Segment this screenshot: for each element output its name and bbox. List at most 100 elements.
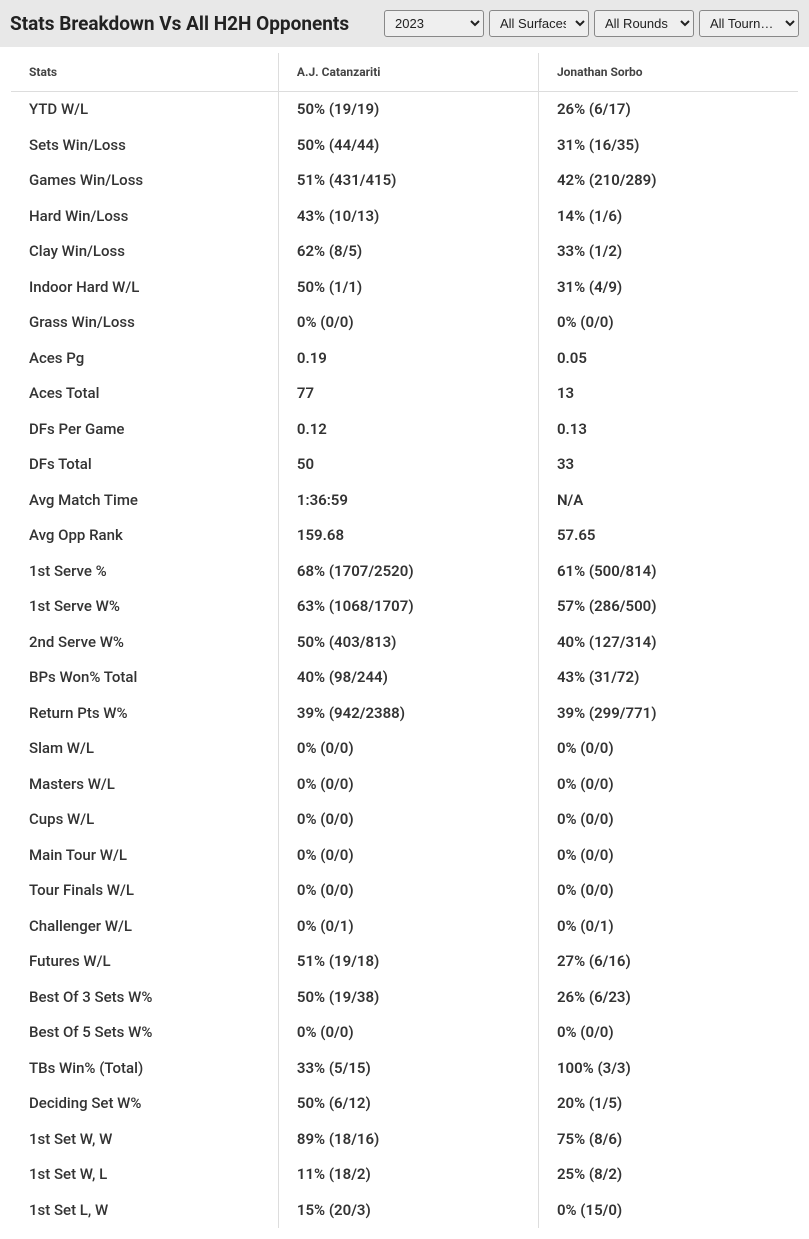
- stat-value-cell: 0% (0/0): [278, 838, 538, 874]
- stat-value-cell: 11% (18/2): [278, 1157, 538, 1193]
- table-row: TBs Win% (Total)33% (5/15)100% (3/3): [11, 1051, 799, 1087]
- stats-table: Stats A.J. Catanzariti Jonathan Sorbo YT…: [10, 52, 799, 1229]
- stat-value-cell: 57.65: [538, 518, 798, 554]
- stat-label-cell: YTD W/L: [11, 92, 279, 128]
- table-row: Cups W/L0% (0/0)0% (0/0): [11, 802, 799, 838]
- table-row: Deciding Set W%50% (6/12)20% (1/5): [11, 1086, 799, 1122]
- stat-value-cell: 51% (431/415): [278, 163, 538, 199]
- stat-value-cell: 50% (19/38): [278, 980, 538, 1016]
- table-wrapper: Stats A.J. Catanzariti Jonathan Sorbo YT…: [0, 47, 809, 1239]
- stat-value-cell: 0% (0/0): [538, 1015, 798, 1051]
- stat-value-cell: 63% (1068/1707): [278, 589, 538, 625]
- table-row: YTD W/L50% (19/19)26% (6/17): [11, 92, 799, 128]
- stat-value-cell: 0% (0/0): [278, 873, 538, 909]
- stat-label-cell: Grass Win/Loss: [11, 305, 279, 341]
- stat-value-cell: 25% (8/2): [538, 1157, 798, 1193]
- stat-value-cell: 0.19: [278, 341, 538, 377]
- stat-value-cell: 62% (8/5): [278, 234, 538, 270]
- table-row: Futures W/L51% (19/18)27% (6/16): [11, 944, 799, 980]
- table-row: Tour Finals W/L0% (0/0)0% (0/0): [11, 873, 799, 909]
- stat-value-cell: 39% (299/771): [538, 696, 798, 732]
- stat-value-cell: 57% (286/500): [538, 589, 798, 625]
- stat-label-cell: 1st Set L, W: [11, 1193, 279, 1229]
- stat-value-cell: 50: [278, 447, 538, 483]
- table-row: Avg Opp Rank159.6857.65: [11, 518, 799, 554]
- table-row: Masters W/L0% (0/0)0% (0/0): [11, 767, 799, 803]
- header-row: Stats A.J. Catanzariti Jonathan Sorbo: [11, 53, 799, 92]
- stat-label-cell: Tour Finals W/L: [11, 873, 279, 909]
- stat-label-cell: Challenger W/L: [11, 909, 279, 945]
- stat-label-cell: 2nd Serve W%: [11, 625, 279, 661]
- stat-value-cell: 27% (6/16): [538, 944, 798, 980]
- tournament-select[interactable]: All Tourn…: [699, 10, 799, 37]
- stat-value-cell: 42% (210/289): [538, 163, 798, 199]
- table-row: DFs Per Game0.120.13: [11, 412, 799, 448]
- round-select[interactable]: All Rounds: [594, 10, 694, 37]
- stat-label-cell: Aces Pg: [11, 341, 279, 377]
- stat-value-cell: 0% (0/1): [278, 909, 538, 945]
- table-row: 1st Set W, L11% (18/2)25% (8/2): [11, 1157, 799, 1193]
- stat-label-cell: BPs Won% Total: [11, 660, 279, 696]
- stat-value-cell: 50% (19/19): [278, 92, 538, 128]
- stat-value-cell: 39% (942/2388): [278, 696, 538, 732]
- year-select[interactable]: 2023: [384, 10, 484, 37]
- stat-value-cell: 77: [278, 376, 538, 412]
- stat-label-cell: 1st Set W, W: [11, 1122, 279, 1158]
- table-row: Main Tour W/L0% (0/0)0% (0/0): [11, 838, 799, 874]
- stat-label-cell: 1st Serve %: [11, 554, 279, 590]
- stat-value-cell: 26% (6/23): [538, 980, 798, 1016]
- stat-value-cell: 13: [538, 376, 798, 412]
- stat-label-cell: Main Tour W/L: [11, 838, 279, 874]
- stat-value-cell: 50% (6/12): [278, 1086, 538, 1122]
- column-header-player1: A.J. Catanzariti: [278, 53, 538, 92]
- stat-value-cell: 15% (20/3): [278, 1193, 538, 1229]
- stat-label-cell: Best Of 3 Sets W%: [11, 980, 279, 1016]
- column-header-stats: Stats: [11, 53, 279, 92]
- table-row: 1st Set L, W15% (20/3)0% (15/0): [11, 1193, 799, 1229]
- stat-value-cell: 159.68: [278, 518, 538, 554]
- table-row: Best Of 3 Sets W%50% (19/38)26% (6/23): [11, 980, 799, 1016]
- table-row: Hard Win/Loss43% (10/13)14% (1/6): [11, 199, 799, 235]
- stat-label-cell: Best Of 5 Sets W%: [11, 1015, 279, 1051]
- stat-label-cell: Cups W/L: [11, 802, 279, 838]
- table-row: Aces Total7713: [11, 376, 799, 412]
- table-row: Aces Pg0.190.05: [11, 341, 799, 377]
- stat-label-cell: Futures W/L: [11, 944, 279, 980]
- stat-value-cell: 20% (1/5): [538, 1086, 798, 1122]
- stat-value-cell: 0% (0/0): [538, 767, 798, 803]
- table-row: Games Win/Loss51% (431/415)42% (210/289): [11, 163, 799, 199]
- table-row: 1st Set W, W89% (18/16)75% (8/6): [11, 1122, 799, 1158]
- header-bar: Stats Breakdown Vs All H2H Opponents 202…: [0, 0, 809, 47]
- table-body: YTD W/L50% (19/19)26% (6/17)Sets Win/Los…: [11, 92, 799, 1229]
- table-row: Grass Win/Loss0% (0/0)0% (0/0): [11, 305, 799, 341]
- stat-value-cell: 100% (3/3): [538, 1051, 798, 1087]
- stat-value-cell: 50% (44/44): [278, 128, 538, 164]
- stat-value-cell: 40% (98/244): [278, 660, 538, 696]
- stat-label-cell: 1st Serve W%: [11, 589, 279, 625]
- table-row: Challenger W/L0% (0/1)0% (0/1): [11, 909, 799, 945]
- stat-value-cell: 0% (0/0): [278, 305, 538, 341]
- stat-value-cell: 0% (15/0): [538, 1193, 798, 1229]
- stat-value-cell: 0% (0/0): [278, 767, 538, 803]
- stat-value-cell: 0% (0/0): [278, 802, 538, 838]
- stat-label-cell: Aces Total: [11, 376, 279, 412]
- table-row: DFs Total5033: [11, 447, 799, 483]
- stat-label-cell: Return Pts W%: [11, 696, 279, 732]
- stat-label-cell: Clay Win/Loss: [11, 234, 279, 270]
- stat-label-cell: Avg Opp Rank: [11, 518, 279, 554]
- stat-label-cell: TBs Win% (Total): [11, 1051, 279, 1087]
- stat-value-cell: 51% (19/18): [278, 944, 538, 980]
- stat-value-cell: 0.13: [538, 412, 798, 448]
- stat-value-cell: 26% (6/17): [538, 92, 798, 128]
- stat-value-cell: 0% (0/0): [278, 731, 538, 767]
- stat-label-cell: Games Win/Loss: [11, 163, 279, 199]
- table-row: Indoor Hard W/L50% (1/1)31% (4/9): [11, 270, 799, 306]
- stat-label-cell: Deciding Set W%: [11, 1086, 279, 1122]
- table-row: Best Of 5 Sets W%0% (0/0)0% (0/0): [11, 1015, 799, 1051]
- surface-select[interactable]: All Surfaces: [489, 10, 589, 37]
- stat-label-cell: DFs Per Game: [11, 412, 279, 448]
- stat-value-cell: 0% (0/0): [538, 802, 798, 838]
- stat-value-cell: 0% (0/0): [278, 1015, 538, 1051]
- table-row: Return Pts W%39% (942/2388)39% (299/771): [11, 696, 799, 732]
- stat-value-cell: 0% (0/0): [538, 731, 798, 767]
